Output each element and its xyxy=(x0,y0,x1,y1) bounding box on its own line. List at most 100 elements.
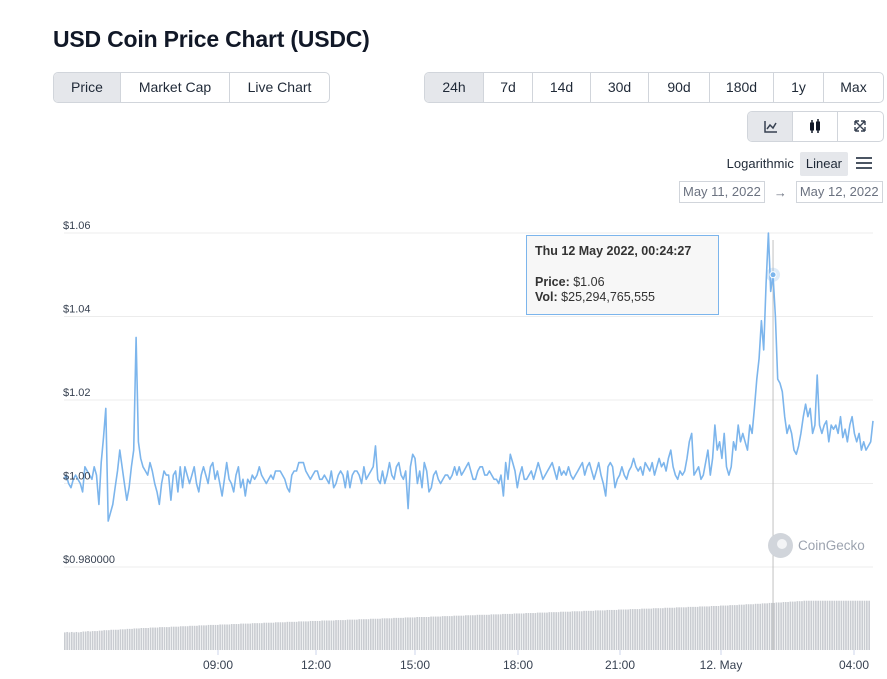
candlestick-button[interactable] xyxy=(793,112,838,141)
volume-bar xyxy=(263,622,265,650)
volume-bar xyxy=(685,607,687,650)
volume-bar xyxy=(117,629,119,650)
volume-bar xyxy=(743,604,745,650)
logarithmic-option[interactable]: Logarithmic xyxy=(726,156,794,171)
volume-bar xyxy=(490,614,493,650)
fullscreen-button[interactable] xyxy=(838,112,883,141)
volume-bar xyxy=(583,610,585,650)
volume-bar xyxy=(764,603,766,650)
fullscreen-icon xyxy=(854,120,866,132)
volume-bar xyxy=(861,600,864,650)
volume-bar xyxy=(608,609,611,650)
volume-bar xyxy=(615,609,618,650)
volume-bar xyxy=(427,617,430,650)
volume-bar xyxy=(210,624,212,650)
y-axis-labels: $1.06 $1.04 $1.02 $1.00 $0.980000 xyxy=(63,220,115,566)
volume-bar xyxy=(142,628,145,650)
volume-bar xyxy=(736,605,738,650)
date-from-input[interactable]: May 11, 2022 xyxy=(679,181,765,203)
volume-bar xyxy=(196,625,198,650)
volume-bar xyxy=(675,607,678,650)
volume-bar xyxy=(847,600,850,650)
tooltip-price-value: $1.06 xyxy=(573,275,605,289)
volume-bar xyxy=(745,604,748,650)
volume-bar xyxy=(650,608,653,650)
volume-bar xyxy=(868,600,870,650)
volume-bar xyxy=(701,606,704,650)
volume-bar xyxy=(587,610,590,650)
volume-bar xyxy=(277,622,279,650)
range-1y-button[interactable]: 1y xyxy=(774,73,824,102)
range-tabs: 24h 7d 14d 30d 90d 180d 1y Max xyxy=(424,72,884,103)
volume-bar xyxy=(664,607,666,650)
volume-bar xyxy=(759,603,762,650)
range-180d-button[interactable]: 180d xyxy=(710,73,774,102)
volume-bar xyxy=(344,620,347,650)
volume-bar xyxy=(838,600,840,650)
volume-bar xyxy=(634,609,636,650)
volume-bar xyxy=(184,626,187,650)
volume-bar xyxy=(592,610,595,650)
date-arrow-icon: → xyxy=(773,184,787,200)
volume-bar xyxy=(817,600,819,650)
volume-bar xyxy=(349,619,351,650)
range-90d-button[interactable]: 90d xyxy=(649,73,710,102)
volume-bar xyxy=(284,622,286,650)
volume-bar xyxy=(550,612,553,650)
linear-option[interactable]: Linear xyxy=(799,152,848,176)
range-24h-button[interactable]: 24h xyxy=(425,73,484,102)
volume-bar xyxy=(497,614,500,650)
volume-bar xyxy=(495,614,497,650)
range-7d-button[interactable]: 7d xyxy=(484,73,533,102)
line-layer xyxy=(63,232,874,522)
volume-bar xyxy=(291,621,293,650)
volume-bar xyxy=(374,618,377,650)
y-tick-label: $1.04 xyxy=(63,304,91,316)
volume-bar xyxy=(543,612,546,650)
volume-bar xyxy=(372,618,374,650)
hamburger-menu-icon[interactable] xyxy=(856,157,873,171)
range-30d-button[interactable]: 30d xyxy=(591,73,649,102)
line-chart-button[interactable] xyxy=(748,112,793,141)
volume-bar xyxy=(696,606,699,650)
volume-bar xyxy=(638,609,641,650)
y-tick-label: $0.980000 xyxy=(63,554,115,566)
range-14d-button[interactable]: 14d xyxy=(533,73,591,102)
volume-bar xyxy=(198,625,201,650)
volume-bar xyxy=(564,611,567,650)
volume-bar xyxy=(618,609,620,650)
volume-bar xyxy=(555,612,558,650)
volume-bar xyxy=(761,603,764,650)
volume-bar xyxy=(346,619,349,650)
hover-point xyxy=(769,271,777,279)
volume-bar xyxy=(624,609,627,650)
volume-bar xyxy=(298,621,300,650)
volume-bar xyxy=(432,616,435,650)
volume-bar xyxy=(388,618,391,650)
scale-toggle: Logarithmic Linear xyxy=(721,152,873,176)
volume-bar xyxy=(369,618,372,650)
volume-bar xyxy=(573,611,576,650)
volume-bar xyxy=(722,605,724,650)
volume-bar xyxy=(249,623,252,650)
volume-bar xyxy=(423,617,425,650)
volume-bar xyxy=(441,616,444,650)
volume-bar xyxy=(265,622,268,650)
tab-price[interactable]: Price xyxy=(54,73,121,102)
volume-bar xyxy=(159,627,161,650)
volume-bar xyxy=(810,600,813,650)
range-max-button[interactable]: Max xyxy=(840,79,867,95)
volume-bar xyxy=(395,617,398,650)
volume-bar xyxy=(365,619,367,650)
date-to-input[interactable]: May 12, 2022 xyxy=(795,181,883,203)
volume-bar xyxy=(852,600,854,650)
volume-bar xyxy=(66,631,68,650)
tab-live-chart[interactable]: Live Chart xyxy=(247,79,312,95)
volume-bar xyxy=(627,609,629,650)
volume-bar xyxy=(460,615,463,650)
tab-market-cap[interactable]: Market Cap xyxy=(121,73,230,102)
volume-bar xyxy=(629,609,632,650)
volume-bar xyxy=(138,628,140,650)
volume-bar xyxy=(156,627,159,650)
